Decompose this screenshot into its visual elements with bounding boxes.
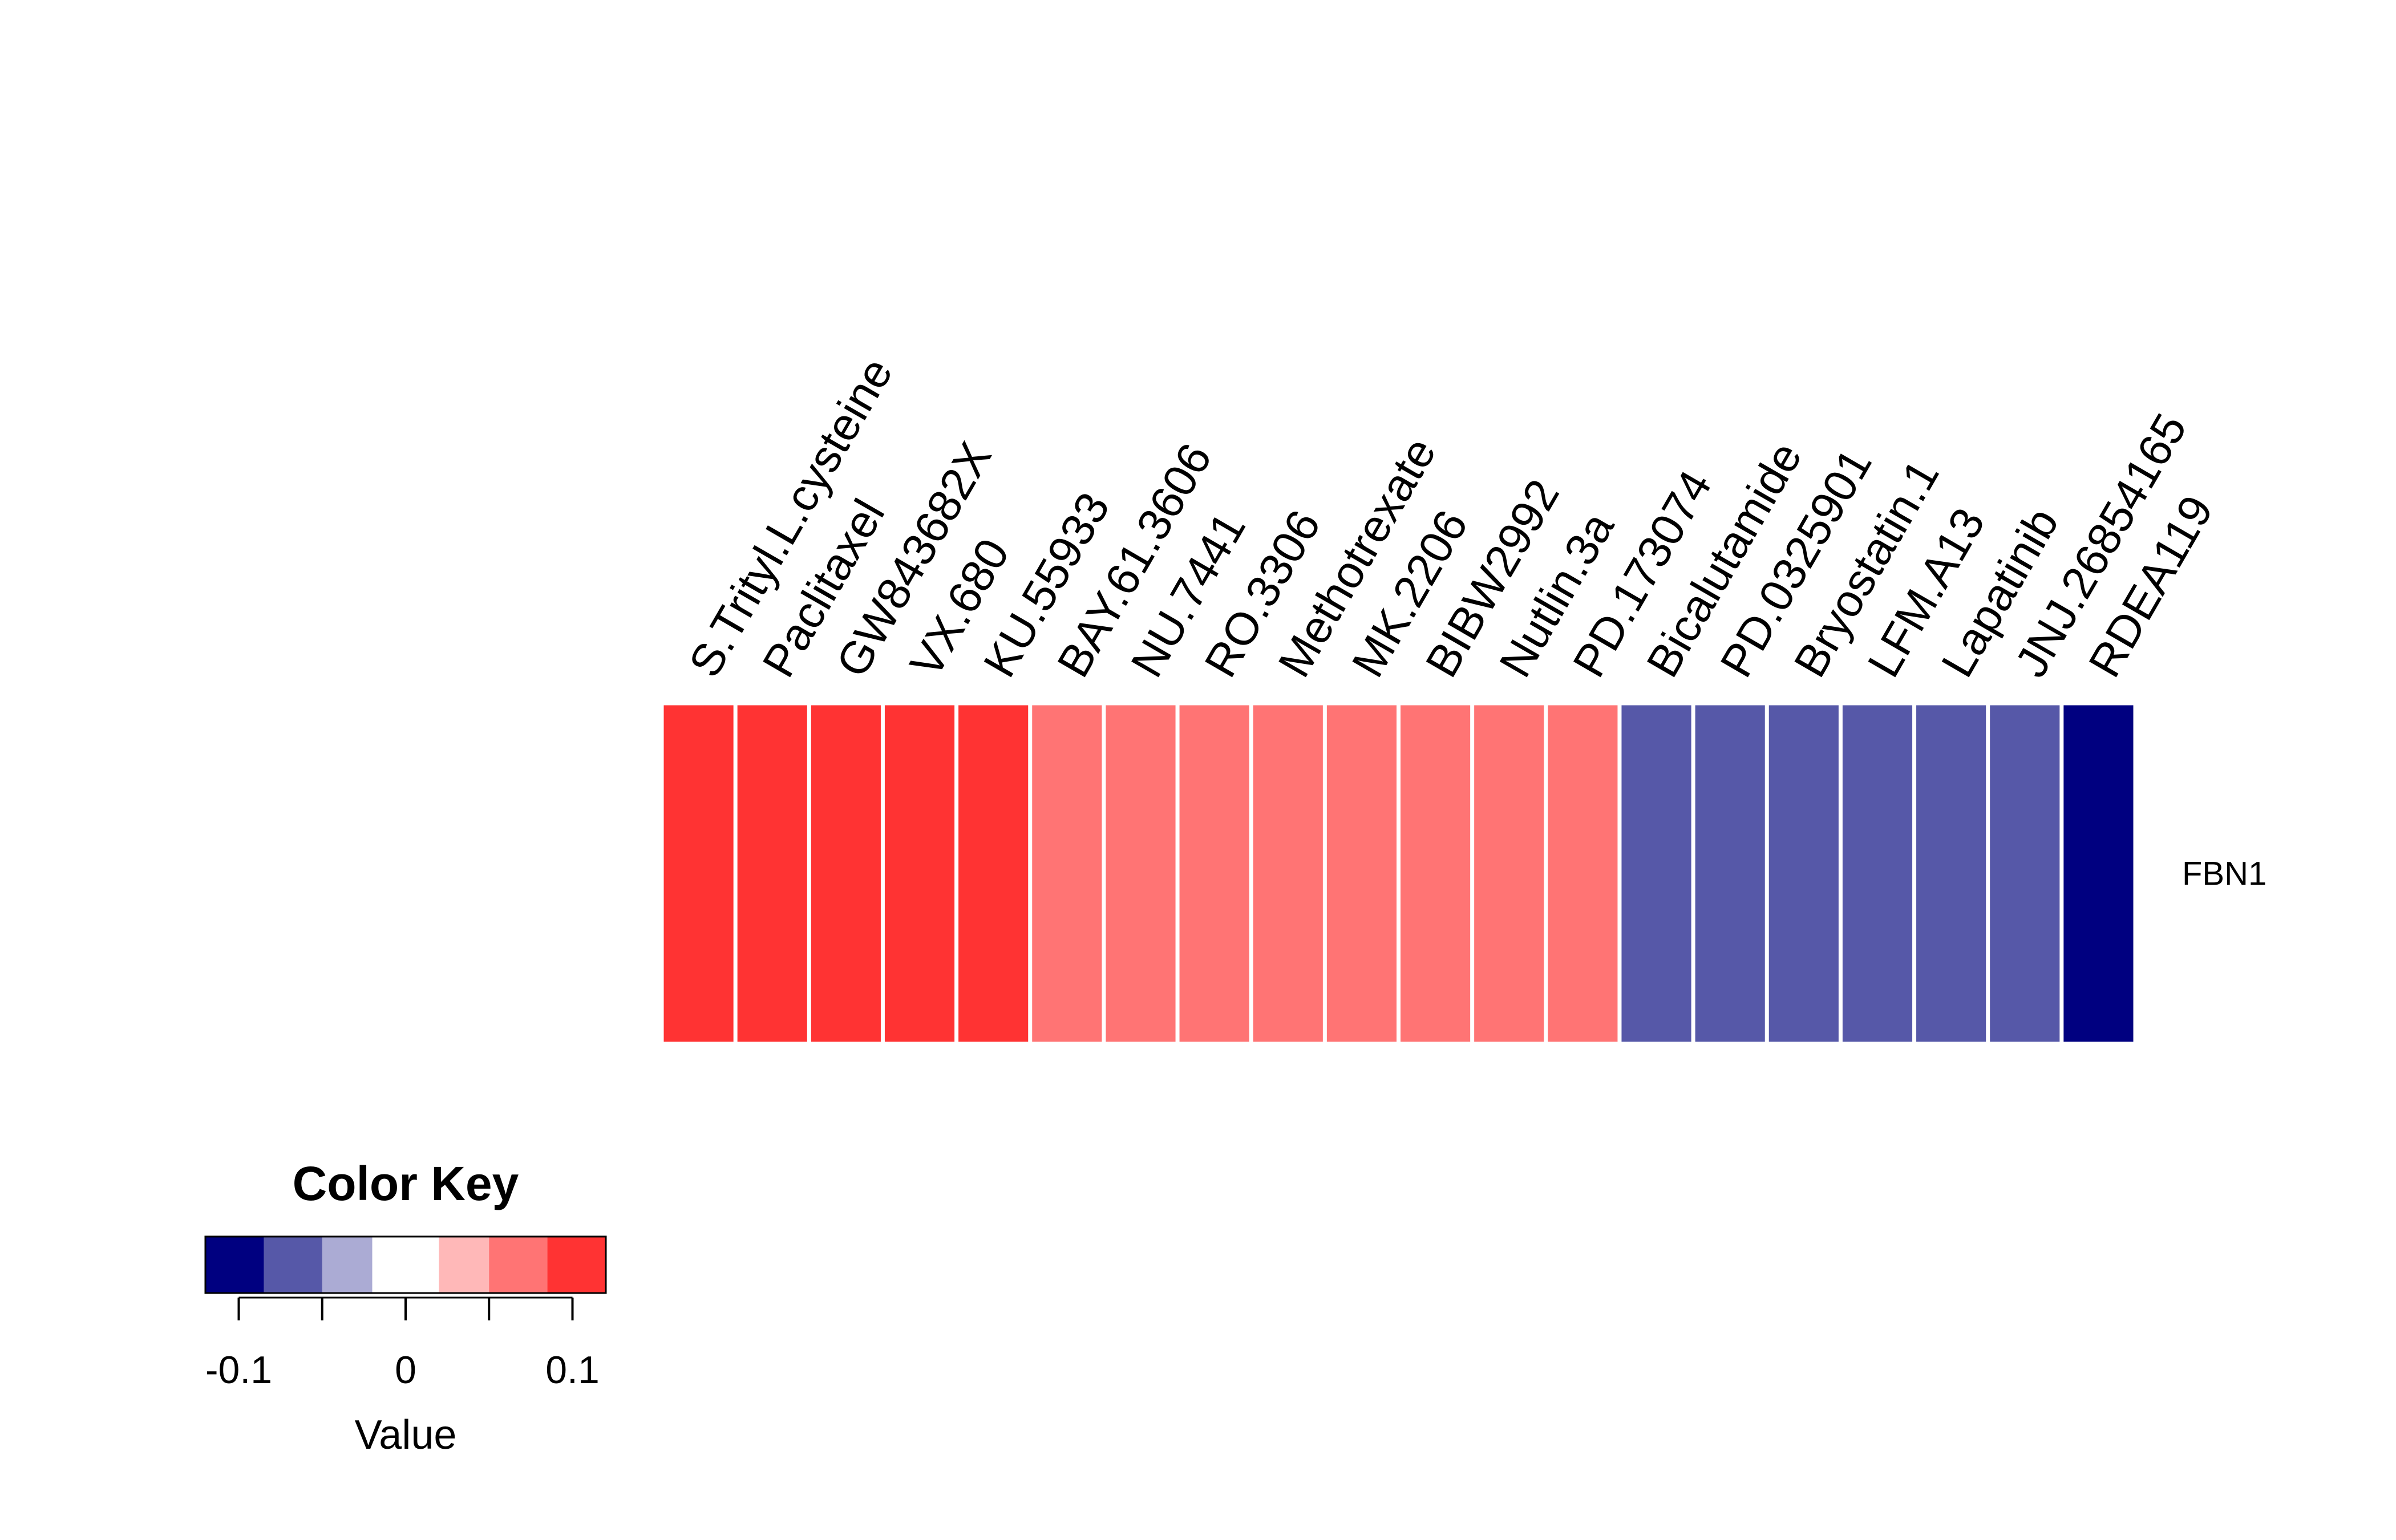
heatmap-cell: [663, 705, 734, 1042]
color-key-title: Color Key: [293, 1157, 519, 1210]
heatmap-cell: [1916, 705, 1986, 1042]
heatmap-cell: [1768, 705, 1839, 1042]
color-key-swatch: [372, 1237, 439, 1293]
color-key-swatch: [264, 1237, 323, 1293]
heatmap-cell: [1621, 705, 1691, 1042]
heatmap-cell: [1326, 705, 1397, 1042]
row-labels: FBN1: [2182, 856, 2267, 893]
heatmap-cell: [1990, 705, 2060, 1042]
heatmap-cell: [1695, 705, 1765, 1042]
heatmap-cell: [737, 705, 807, 1042]
color-key-border: [204, 1235, 607, 1294]
heatmap-cell: [2063, 705, 2134, 1042]
heatmap-cell: [884, 705, 955, 1042]
column-labels: S.Trityl.L.cysteinePaclitaxelGW843682XVX…: [679, 350, 2223, 686]
heatmap-cell: [1179, 705, 1249, 1042]
row-label: FBN1: [2182, 856, 2267, 893]
heatmap-cell: [1842, 705, 1913, 1042]
heatmap-cell: [1106, 705, 1176, 1042]
color-key-axis: -0.1 0 0.1: [205, 1296, 600, 1392]
heatmap-cell: [811, 705, 881, 1042]
heatmap-cell: [1548, 705, 1618, 1042]
heatmap-cell: [1253, 705, 1323, 1042]
heatmap-cell: [1032, 705, 1102, 1042]
color-key-tick-label: 0.1: [545, 1348, 600, 1392]
color-key-swatches: [205, 1237, 606, 1293]
color-key-tick-label: 0: [395, 1348, 416, 1392]
heatmap-cells: [663, 705, 2134, 1042]
heatmap-cell: [958, 705, 1029, 1042]
color-key-xlabel: Value: [355, 1412, 457, 1458]
color-key-swatch: [439, 1237, 489, 1293]
color-key: Color Key -0.1 0 0.1 Value: [204, 1157, 607, 1458]
color-key-tick-label: -0.1: [205, 1348, 272, 1392]
heatmap-cell: [1401, 705, 1471, 1042]
color-key-swatch: [489, 1237, 548, 1293]
color-key-swatch: [322, 1237, 373, 1293]
color-key-swatch: [547, 1237, 606, 1293]
heatmap-cell: [1474, 705, 1544, 1042]
color-key-swatch: [205, 1237, 264, 1293]
